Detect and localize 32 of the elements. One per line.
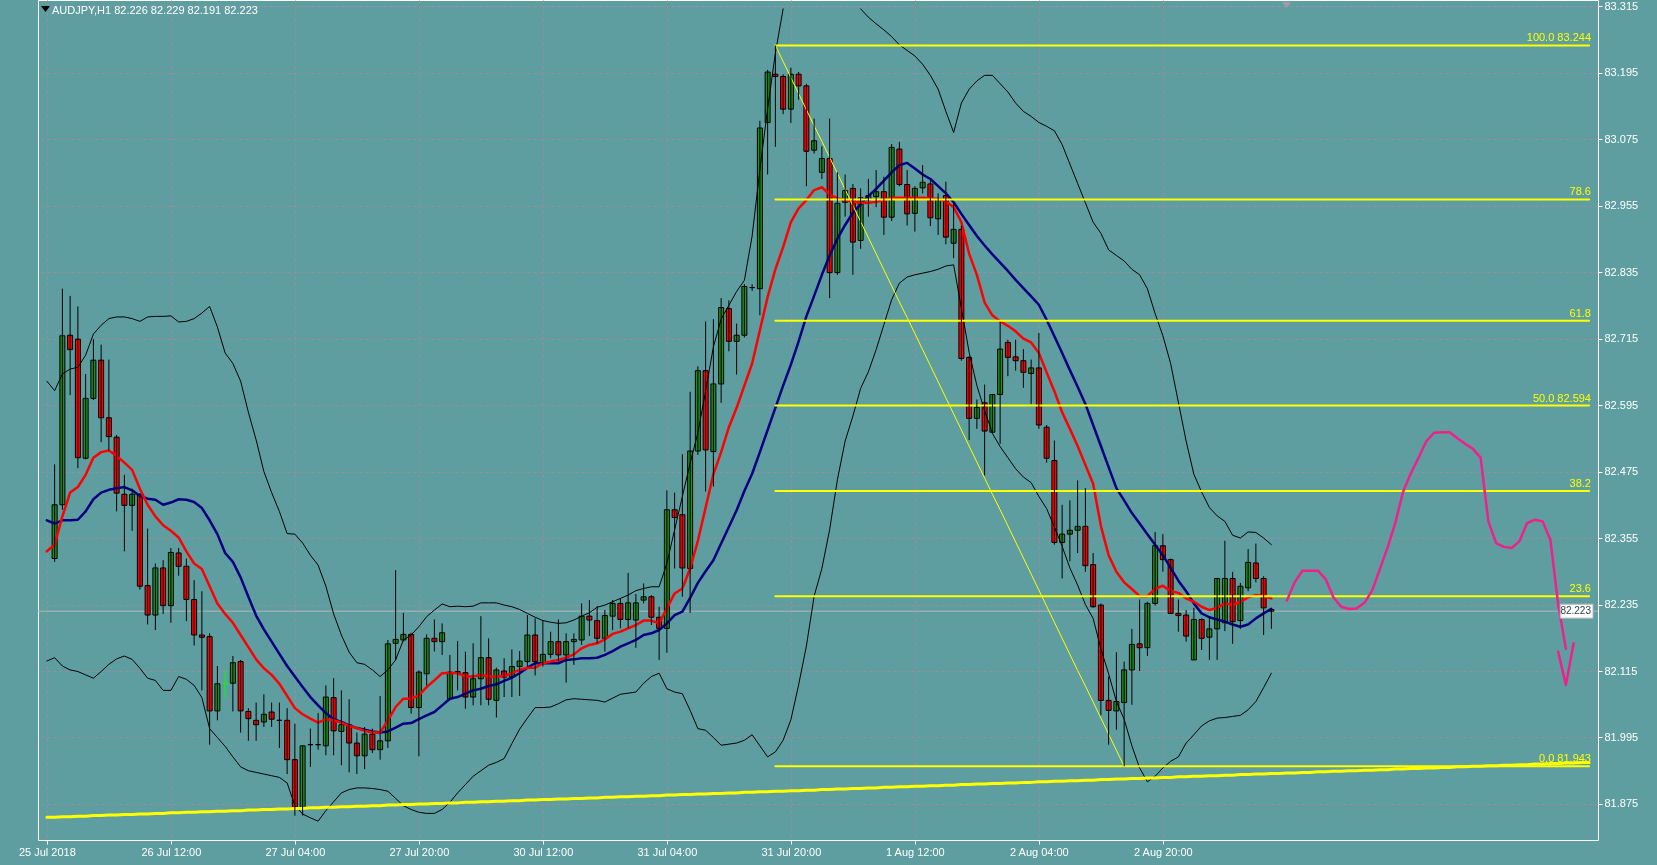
y-tick-label: 83.195	[1604, 66, 1639, 79]
y-tick-label: 82.595	[1604, 398, 1639, 411]
y-tick-label: 81.875	[1604, 797, 1639, 810]
x-tick-label: 31 Jul 04:00	[637, 845, 698, 858]
x-tick-label: 2 Aug 20:00	[1134, 845, 1193, 858]
y-tick-label: 81.995	[1604, 730, 1639, 743]
y-tick-label: 82.355	[1604, 531, 1639, 544]
x-tick-label: 25 Jul 2018	[18, 845, 76, 858]
x-tick-label: 26 Jul 12:00	[141, 845, 202, 858]
y-tick-label: 82.715	[1604, 332, 1639, 345]
y-tick-label: 82.835	[1604, 265, 1639, 278]
x-tick-label: 2 Aug 04:00	[1010, 845, 1069, 858]
annotation: 23.6	[1569, 582, 1591, 595]
x-tick-label: 27 Jul 04:00	[265, 845, 326, 858]
ref-line-label: 82.223	[1560, 605, 1592, 617]
annotation: 50.0 82.594	[1532, 391, 1591, 404]
y-tick-label: 83.075	[1604, 132, 1639, 145]
y-tick-label: 83.315	[1604, 0, 1639, 12]
annotation: 61.8	[1569, 306, 1591, 319]
y-tick-label: 82.955	[1604, 199, 1639, 212]
chart-title: AUDJPY,H1 82.226 82.229 82.191 82.223	[52, 4, 258, 16]
annotation: 38.2	[1569, 476, 1591, 489]
annotation: 78.6	[1569, 185, 1591, 198]
y-tick-label: 82.115	[1604, 664, 1638, 677]
x-tick-label: 31 Jul 20:00	[761, 845, 822, 858]
annotation: 0.0 81.943	[1539, 752, 1591, 765]
x-tick-label: 27 Jul 20:00	[389, 845, 450, 858]
x-tick-label: 1 Aug 12:00	[886, 845, 945, 858]
y-tick-label: 82.475	[1604, 465, 1639, 478]
annotation: 100.0 83.244	[1526, 31, 1591, 44]
y-tick-label: 82.235	[1604, 598, 1639, 611]
x-tick-label: 30 Jul 12:00	[513, 845, 574, 858]
